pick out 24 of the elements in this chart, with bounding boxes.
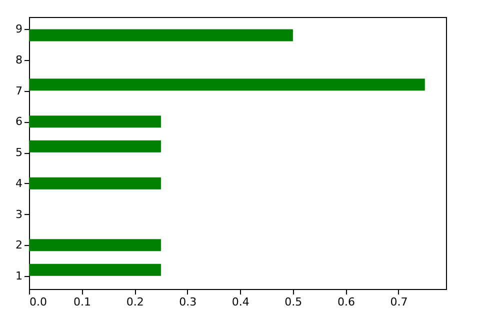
x-tick-label: 0.6 [337,296,355,308]
x-tick-label: 0.1 [74,296,92,308]
bar [29,177,161,190]
bar [29,239,161,252]
bar [29,29,293,42]
bar [29,264,161,276]
y-tick-label: 1 [16,270,22,283]
bar [29,78,425,91]
x-tick-label: 0.2 [126,296,144,308]
y-tick-label: 7 [16,84,22,98]
y-tick-label: 4 [16,176,22,190]
x-tick-label: 0.3 [179,296,197,308]
x-tick-label: 0.0 [30,296,47,308]
y-tick-label: 2 [16,238,22,252]
y-tick-label: 3 [16,208,22,221]
y-tick-label: 6 [16,115,22,128]
y-tick-label: 8 [16,53,22,66]
y-tick-label: 9 [16,22,22,36]
y-tick-label: 5 [16,146,22,160]
bar [29,140,161,152]
bar [29,116,161,128]
x-tick-label: 0.7 [390,296,408,308]
x-tick-label: 0.4 [232,296,250,308]
x-tick-label: 0.5 [284,296,302,308]
